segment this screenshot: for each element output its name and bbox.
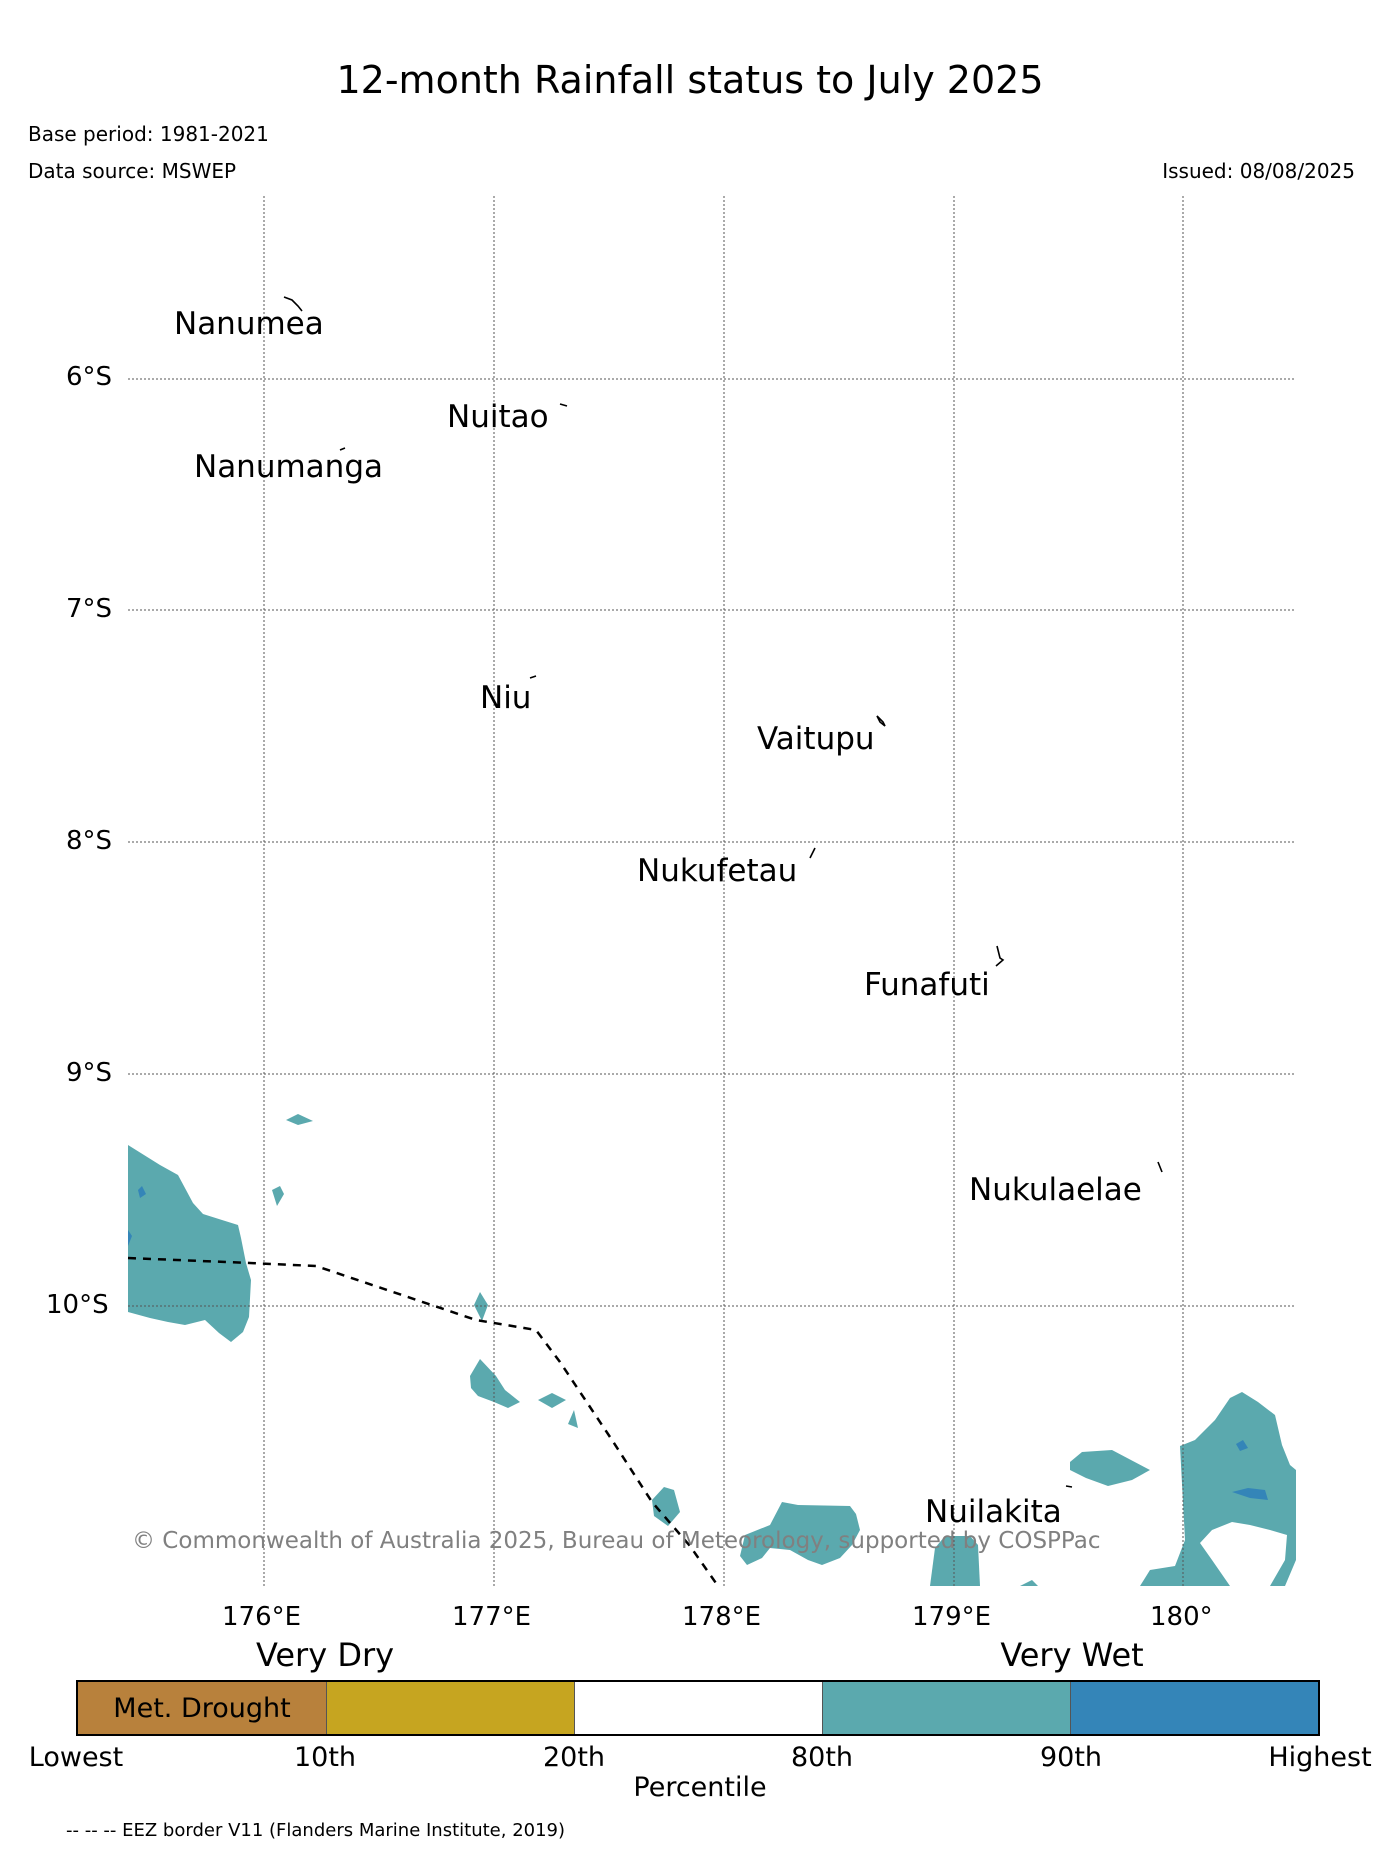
place-label-nuitao: Nuitao [447,399,549,435]
legend-very-dry: Very Dry [255,1636,395,1674]
legend-tick-80th: 80th [790,1742,854,1773]
place-label-funafuti: Funafuti [864,967,990,1003]
legend-tick-90th: 90th [1039,1742,1103,1773]
place-label-niu: Niu [480,680,532,716]
place-label-nanumanga: Nanumanga [194,449,383,485]
lat-tick-10s: 10°S [46,1290,109,1320]
lon-tick-177e: 177°E [452,1602,532,1632]
legend-tick-lowest: Lowest [28,1742,124,1773]
lat-tick-9s: 9°S [66,1058,113,1088]
map-title: 12-month Rainfall status to July 2025 [336,58,1044,102]
lon-tick-176e: 176°E [222,1602,302,1632]
legend-segment-dry [326,1682,574,1734]
legend-tick-10th: 10th [293,1742,357,1773]
legend-segment-wet [822,1682,1070,1734]
legend-very-wet: Very Wet [1000,1636,1144,1674]
legend-segment-very-wet [1070,1682,1318,1734]
place-label-nukufetau: Nukufetau [637,853,798,889]
place-label-nukulaelae: Nukulaelae [969,1172,1142,1208]
place-label-vaitupu: Vaitupu [757,721,875,757]
lon-tick-179e: 179°E [912,1602,992,1632]
copyright-notice: © Commonwealth of Australia 2025, Bureau… [132,1528,1101,1554]
lon-tick-180: 180° [1150,1602,1213,1632]
eez-footnote: -- -- -- EEZ border V11 (Flanders Marine… [66,1820,566,1841]
data-source: Data source: MSWEP [28,159,237,183]
eez-border [127,1256,720,1587]
legend-segment-met-drought: Met. Drought [78,1682,326,1734]
lat-tick-6s: 6°S [66,362,113,392]
base-period: Base period: 1981-2021 [28,122,269,146]
lat-tick-8s: 8°S [66,826,113,856]
lat-tick-7s: 7°S [66,594,113,624]
legend-tick-highest: Highest [1268,1742,1372,1773]
very-wet-regions [128,1114,1296,1586]
issued-date: Issued: 08/08/2025 [1162,159,1355,183]
legend-segment-normal [574,1682,822,1734]
gridlines [128,196,1296,1586]
place-label-nanumea: Nanumea [174,306,324,342]
legend-colorbar: Met. Drought [76,1680,1320,1736]
legend-tick-20th: 20th [542,1742,606,1773]
legend-axis-label: Percentile [633,1772,767,1803]
lon-tick-178e: 178°E [682,1602,762,1632]
place-label-nuilakita: Nuilakita [925,1494,1062,1530]
rainfall-map [127,196,1296,1587]
island-outlines [283,296,1163,1488]
very-wet-90-regions [128,1186,1268,1500]
